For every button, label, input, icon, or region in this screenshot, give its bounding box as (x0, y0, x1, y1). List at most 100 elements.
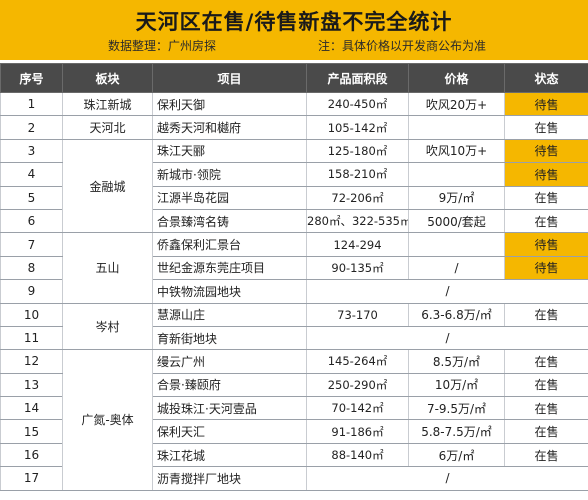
page-title: 天河区在售/待售新盘不完全统计 (135, 10, 453, 34)
project-name: 合景臻湾名铸 (152, 208, 307, 234)
project-name: 侨鑫保利汇景台 (152, 232, 307, 257)
row-number: 4 (0, 162, 63, 187)
status-badge: 在售 (504, 442, 588, 468)
listing-table: 序号 板块 项目 产品面积段 价格 状态 1 珠江新城 保利天御 240-450㎡ 吹风… (0, 63, 588, 491)
status-badge: 待售 (504, 91, 588, 117)
project-name: 慧源山庄 (152, 302, 307, 327)
price (408, 115, 505, 140)
price: 9万/㎡ (408, 185, 505, 210)
area-range: 124-294 (306, 232, 409, 257)
table-body: 1 珠江新城 保利天御 240-450㎡ 吹风20万+ 待售 2 天河北 越秀天河和樾府 105-… (0, 91, 588, 491)
row-number: 15 (0, 419, 63, 444)
price: 8.5万/㎡ (408, 349, 505, 374)
col-header-number: 序号 (0, 63, 63, 93)
table-row: 16 珠江花城 88-140㎡ 6万/㎡ 在售 (0, 442, 588, 468)
row-number: 13 (0, 372, 63, 398)
table-header-row: 序号 板块 项目 产品面积段 价格 状态 (0, 63, 588, 93)
table-row: 3 金融城 珠江天郦 125-180㎡ 吹风10万+ 待售 (0, 138, 588, 234)
project-name: 缦云广州 (152, 349, 307, 374)
project-name: 沥青搅拌厂地块 (152, 466, 307, 491)
table-row: 4 新城市·领院 158-210㎡ 待售 (0, 162, 588, 187)
area-range: 73-170 (306, 302, 409, 327)
price-note-text: 注：具体价格以开发商公布为准 (318, 39, 487, 53)
table-row: 13 合景·臻颐府 250-290㎡ 10万/㎡ 在售 (0, 372, 588, 398)
row-number: 1 (0, 91, 63, 117)
status-badge: 在售 (504, 208, 588, 234)
price (408, 232, 505, 257)
price (408, 162, 505, 187)
status-badge: 待售 (504, 232, 588, 257)
status-badge: 在售 (504, 115, 588, 140)
project-name: 保利天御 (152, 91, 307, 117)
project-name: 中铁物流园地块 (152, 279, 307, 304)
table-row: 15 保利天汇 91-186㎡ 5.8-7.5万/㎡ 在售 (0, 419, 588, 444)
row-number: 16 (0, 442, 63, 468)
row-number: 5 (0, 185, 63, 210)
merged-na-cell: / (306, 325, 588, 351)
block-cell: 岑村 (62, 302, 153, 351)
table-row: 5 江源半岛花园 72-206㎡ 9万/㎡ 在售 (0, 185, 588, 210)
col-header-block: 板块 (62, 63, 153, 93)
area-range: 250-290㎡ (306, 372, 409, 398)
compiled-by-text: 数据整理：广州房探 (108, 39, 217, 53)
col-header-project: 项目 (152, 63, 307, 93)
area-range: 145-264㎡ (306, 349, 409, 374)
area-range: 72-206㎡ (306, 185, 409, 210)
area-range: 240-450㎡ (306, 91, 409, 117)
table-row: 10 岑村 慧源山庄 73-170 6.3-6.8万/㎡ 在售 (0, 302, 588, 351)
title-banner: 天河区在售/待售新盘不完全统计 数据整理：广州房探 注：具体价格以开发商公布为准 (0, 0, 588, 60)
area-range: 158-210㎡ (306, 162, 409, 187)
table-row: 11 育新街地块 / (0, 325, 588, 351)
status-badge: 在售 (504, 372, 588, 398)
row-number: 10 (0, 302, 63, 327)
project-name: 合景·臻颐府 (152, 372, 307, 398)
status-badge: 待售 (504, 255, 588, 281)
area-range: 105-142㎡ (306, 115, 409, 140)
table-row: 2 天河北 越秀天河和樾府 105-142㎡ 在售 (0, 115, 588, 140)
row-number: 14 (0, 396, 63, 421)
table-row: 1 珠江新城 保利天御 240-450㎡ 吹风20万+ 待售 (0, 91, 588, 117)
price: 吹风20万+ (408, 91, 505, 117)
row-number: 9 (0, 279, 63, 304)
project-name: 珠江天郦 (152, 138, 307, 164)
row-number: 8 (0, 255, 63, 281)
row-number: 6 (0, 208, 63, 234)
block-cell: 广氮-奥体 (62, 349, 153, 491)
area-range: 70-142㎡ (306, 396, 409, 421)
project-name: 江源半岛花园 (152, 185, 307, 210)
merged-na-cell: / (306, 279, 588, 304)
table-row: 6 合景臻湾名铸 280㎡、322-535㎡ 5000/套起 在售 (0, 208, 588, 234)
table-row: 12 广氮-奥体 缦云广州 145-264㎡ 8.5万/㎡ 在售 (0, 349, 588, 491)
price: 6万/㎡ (408, 442, 505, 468)
price: 6.3-6.8万/㎡ (408, 302, 505, 327)
table-row: 17 沥青搅拌厂地块 / (0, 466, 588, 491)
col-header-price: 价格 (408, 63, 505, 93)
table-row: 9 中铁物流园地块 / (0, 279, 588, 304)
status-badge: 在售 (504, 185, 588, 210)
col-header-status: 状态 (504, 63, 588, 93)
table-row: 8 世纪金源东莞庄项目 90-135㎡ / 待售 (0, 255, 588, 281)
area-range: 125-180㎡ (306, 138, 409, 164)
block-cell: 天河北 (62, 115, 153, 140)
row-number: 3 (0, 138, 63, 164)
price: 吹风10万+ (408, 138, 505, 164)
price: 7-9.5万/㎡ (408, 396, 505, 421)
project-name: 新城市·领院 (152, 162, 307, 187)
block-cell: 珠江新城 (62, 91, 153, 117)
project-name: 越秀天河和樾府 (152, 115, 307, 140)
project-name: 育新街地块 (152, 325, 307, 351)
merged-na-cell: / (306, 466, 588, 491)
status-badge: 待售 (504, 162, 588, 187)
row-number: 11 (0, 325, 63, 351)
area-range: 91-186㎡ (306, 419, 409, 444)
project-name: 珠江花城 (152, 442, 307, 468)
row-number: 2 (0, 115, 63, 140)
row-number: 12 (0, 349, 63, 374)
col-header-area: 产品面积段 (306, 63, 409, 93)
price: 5.8-7.5万/㎡ (408, 419, 505, 444)
project-name: 世纪金源东莞庄项目 (152, 255, 307, 281)
block-cell: 五山 (62, 232, 153, 304)
project-name: 城投珠江·天河壹品 (152, 396, 307, 421)
status-badge: 在售 (504, 419, 588, 444)
price: / (408, 255, 505, 281)
